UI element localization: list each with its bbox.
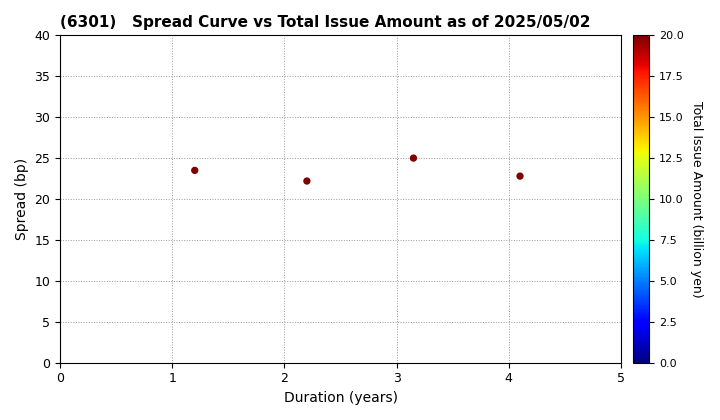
X-axis label: Duration (years): Duration (years) (284, 391, 397, 405)
Y-axis label: Spread (bp): Spread (bp) (15, 158, 29, 240)
Point (514, 173, 526, 179)
Point (189, 167, 200, 174)
Y-axis label: Total Issue Amount (billion yen): Total Issue Amount (billion yen) (690, 101, 703, 297)
Point (301, 178, 312, 184)
Point (408, 155, 419, 161)
Text: (6301)   Spread Curve vs Total Issue Amount as of 2025/05/02: (6301) Spread Curve vs Total Issue Amoun… (60, 15, 590, 30)
